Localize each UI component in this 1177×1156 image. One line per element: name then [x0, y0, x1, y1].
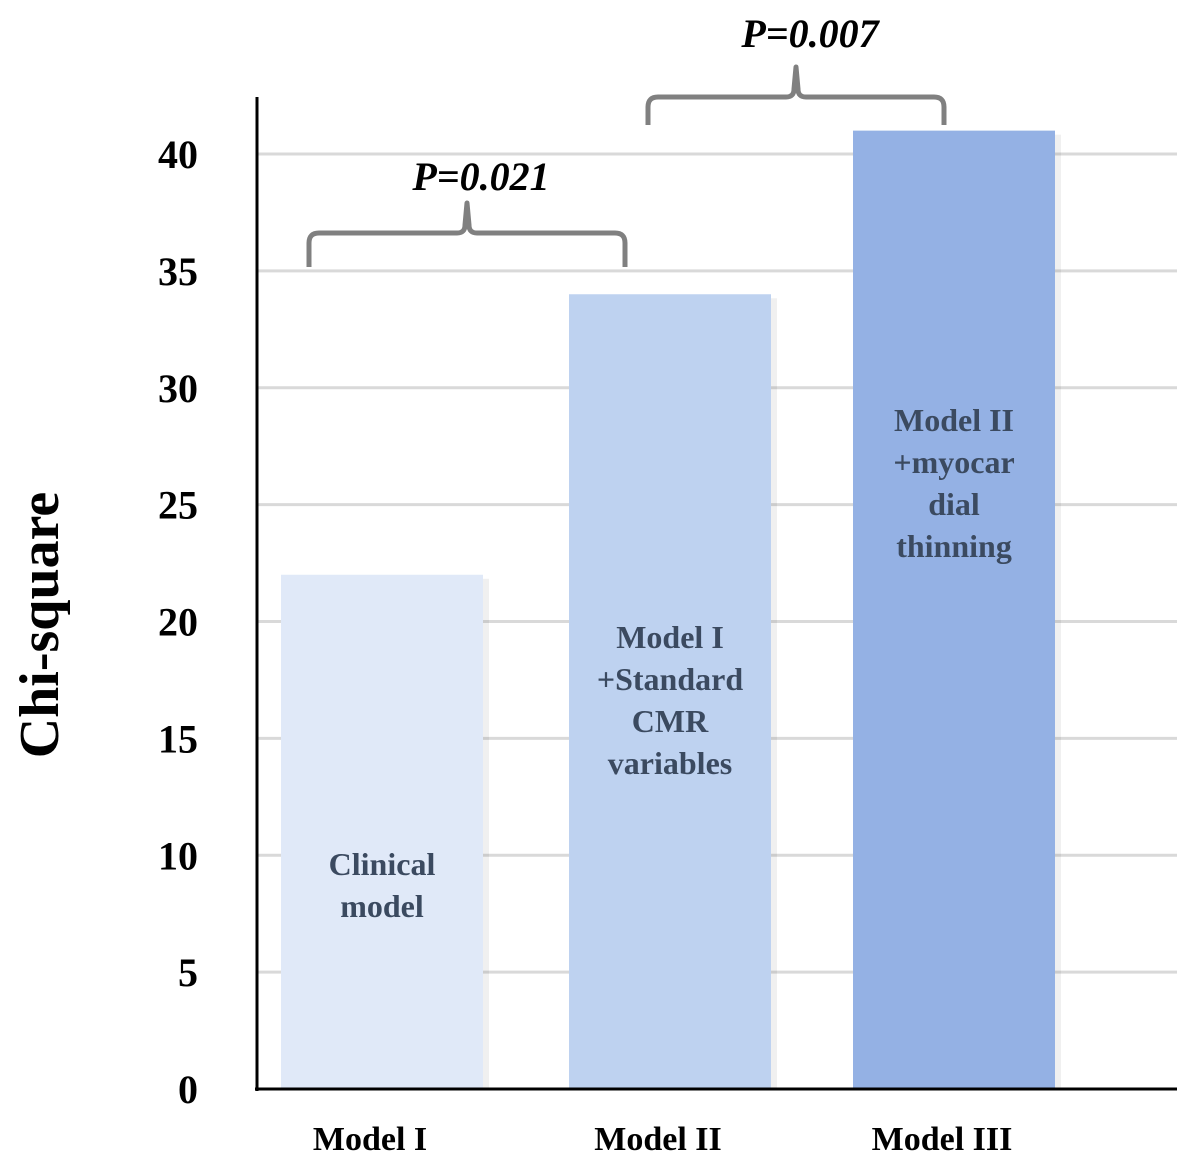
- category-label: Model III: [872, 1121, 1013, 1156]
- y-tick-label: 0: [178, 1067, 198, 1112]
- bar: [853, 130, 1055, 1089]
- p-value-label: P=0.021: [411, 154, 549, 199]
- significance-bracket: [306, 200, 628, 267]
- category-labels: Model I Model II Model III: [313, 1121, 1013, 1156]
- bar-inner-label: Model II +myocar dial thinning: [893, 402, 1014, 564]
- y-tick-label: 15: [158, 716, 198, 761]
- bars: [281, 130, 1061, 1089]
- y-tick-label: 40: [158, 132, 198, 177]
- significance-bracket: [645, 64, 947, 125]
- y-tick-label: 25: [158, 483, 198, 528]
- category-label: Model II: [594, 1121, 722, 1156]
- significance-annotations: P=0.021 P=0.007: [306, 11, 947, 267]
- bar-inner-label: Model I +Standard CMR variables: [597, 619, 743, 781]
- category-label: Model I: [313, 1121, 427, 1156]
- axes: [255, 97, 1177, 1091]
- bar-inner-labels: Clinical model Model I +Standard CMR variable…: [329, 402, 1015, 924]
- bar-inner-label: Clinical model: [329, 846, 436, 924]
- y-tick-label: 5: [178, 950, 198, 995]
- bar: [569, 294, 771, 1089]
- y-tick-label: 20: [158, 600, 198, 645]
- p-value-label: P=0.007: [740, 11, 880, 56]
- y-tick-label: 10: [158, 833, 198, 878]
- y-axis-label: Chi-square: [9, 492, 71, 759]
- y-tick-label: 35: [158, 249, 198, 294]
- y-tick-labels: 0 5 10 15 20 25 30 35 40: [158, 132, 198, 1112]
- bar: [281, 574, 483, 1089]
- y-tick-label: 30: [158, 366, 198, 411]
